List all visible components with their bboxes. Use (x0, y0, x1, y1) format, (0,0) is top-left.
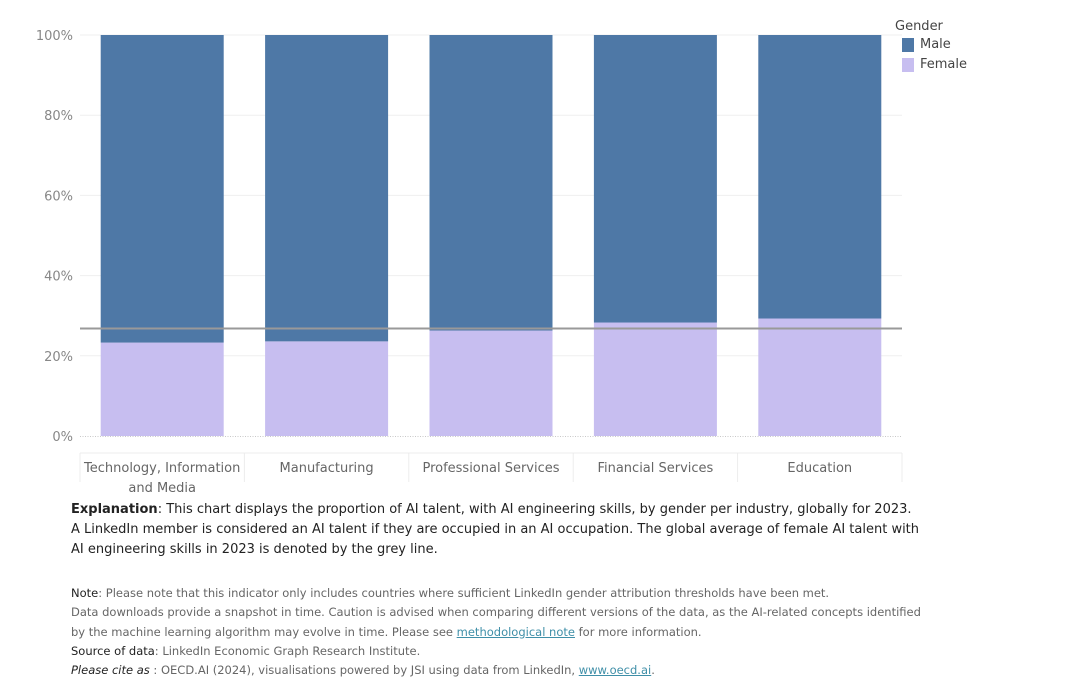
x-tick-label: Education (787, 461, 852, 476)
legend-swatch-male (902, 37, 914, 52)
x-axis: Technology, Information and Media Manufact… (79, 452, 903, 496)
bar-female (265, 341, 389, 436)
y-tick-label: 20% (44, 350, 73, 365)
x-tick-label: Financial Services (597, 461, 713, 476)
explanation-text: : This chart displays the proportion of … (71, 502, 920, 557)
y-tick-label: 60% (44, 189, 73, 204)
legend-item-male[interactable]: Male (902, 37, 967, 52)
x-tick-label: Technology, Information (83, 461, 240, 476)
downloads-text-pre: by the machine learning algorithm may ev… (71, 624, 457, 639)
explanation: Explanation: This chart displays the pro… (71, 500, 921, 560)
x-tick-label: and Media (128, 481, 196, 496)
y-tick-label: 100% (36, 29, 73, 44)
cite-label: Please cite as (71, 663, 150, 678)
bar-male (593, 35, 717, 323)
stacked-bar-chart: 0% 20% 40% 60% 80% 100% Technology, Informati… (36, 29, 903, 496)
x-tick-label: Manufacturing (280, 461, 374, 476)
methodological-note-link[interactable]: methodological note (456, 624, 575, 639)
y-axis: 0% 20% 40% 60% 80% 100% (36, 29, 902, 445)
x-tick-label: Professional Services (422, 461, 559, 476)
bar-male (429, 35, 553, 331)
legend-swatch-female (902, 57, 914, 72)
bar-female (100, 342, 224, 436)
downloads-text-post: for more information. (574, 624, 702, 639)
y-tick-label: 40% (44, 270, 73, 285)
bar-female (429, 330, 553, 436)
bar-female (758, 318, 882, 436)
legend: Gender Male Female (895, 19, 967, 77)
source-line: Source of data: LinkedIn Economic Graph … (71, 642, 971, 661)
oecd-ai-link[interactable]: www.oecd.ai (578, 663, 652, 678)
note-line: Note: Please note that this indicator on… (71, 584, 971, 603)
downloads-line-2: by the machine learning algorithm may ev… (71, 623, 971, 642)
note-label: Note (71, 586, 99, 600)
source-text: : LinkedIn Economic Graph Research Insti… (154, 643, 421, 658)
bar-male (758, 35, 882, 319)
cite-end: . (651, 663, 655, 678)
y-tick-label: 0% (52, 430, 73, 445)
bar-female (593, 322, 717, 436)
bars (100, 35, 882, 436)
legend-item-female[interactable]: Female (902, 57, 967, 72)
notes: Note: Please note that this indicator on… (71, 584, 971, 680)
source-label: Source of data (71, 643, 155, 658)
note-text: : Please note that this indicator only i… (98, 586, 830, 600)
cite-text: : OECD.AI (2024), visualisations powered… (149, 663, 579, 678)
legend-label-female: Female (920, 57, 968, 72)
legend-title: Gender (895, 19, 943, 34)
cite-line: Please cite as : OECD.AI (2024), visuali… (71, 661, 971, 680)
explanation-label: Explanation (71, 502, 158, 517)
legend-label-male: Male (920, 37, 951, 52)
bar-male (265, 35, 389, 342)
bar-male (100, 35, 224, 343)
y-tick-label: 80% (44, 109, 73, 124)
downloads-line: Data downloads provide a snapshot in tim… (71, 605, 921, 620)
